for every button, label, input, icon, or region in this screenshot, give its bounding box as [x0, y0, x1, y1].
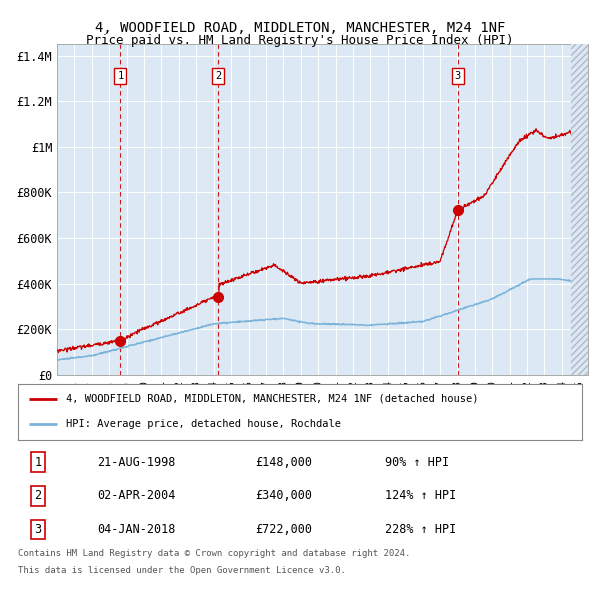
- Text: 2: 2: [34, 489, 41, 503]
- Text: 3: 3: [454, 71, 461, 81]
- Text: 1: 1: [117, 71, 124, 81]
- Text: 90% ↑ HPI: 90% ↑ HPI: [385, 455, 449, 469]
- Text: 1: 1: [34, 455, 41, 469]
- Text: 02-APR-2004: 02-APR-2004: [97, 489, 175, 503]
- Text: HPI: Average price, detached house, Rochdale: HPI: Average price, detached house, Roch…: [66, 419, 341, 430]
- Text: 4, WOODFIELD ROAD, MIDDLETON, MANCHESTER, M24 1NF: 4, WOODFIELD ROAD, MIDDLETON, MANCHESTER…: [95, 21, 505, 35]
- Text: 21-AUG-1998: 21-AUG-1998: [97, 455, 175, 469]
- Text: 228% ↑ HPI: 228% ↑ HPI: [385, 523, 456, 536]
- Text: 2: 2: [215, 71, 221, 81]
- Text: 4, WOODFIELD ROAD, MIDDLETON, MANCHESTER, M24 1NF (detached house): 4, WOODFIELD ROAD, MIDDLETON, MANCHESTER…: [66, 394, 478, 404]
- Text: This data is licensed under the Open Government Licence v3.0.: This data is licensed under the Open Gov…: [18, 566, 346, 575]
- Text: 124% ↑ HPI: 124% ↑ HPI: [385, 489, 456, 503]
- Text: £148,000: £148,000: [255, 455, 312, 469]
- Text: £340,000: £340,000: [255, 489, 312, 503]
- Text: 04-JAN-2018: 04-JAN-2018: [97, 523, 175, 536]
- Text: £722,000: £722,000: [255, 523, 312, 536]
- Text: 3: 3: [34, 523, 41, 536]
- Text: Contains HM Land Registry data © Crown copyright and database right 2024.: Contains HM Land Registry data © Crown c…: [18, 549, 410, 558]
- Text: Price paid vs. HM Land Registry's House Price Index (HPI): Price paid vs. HM Land Registry's House …: [86, 34, 514, 47]
